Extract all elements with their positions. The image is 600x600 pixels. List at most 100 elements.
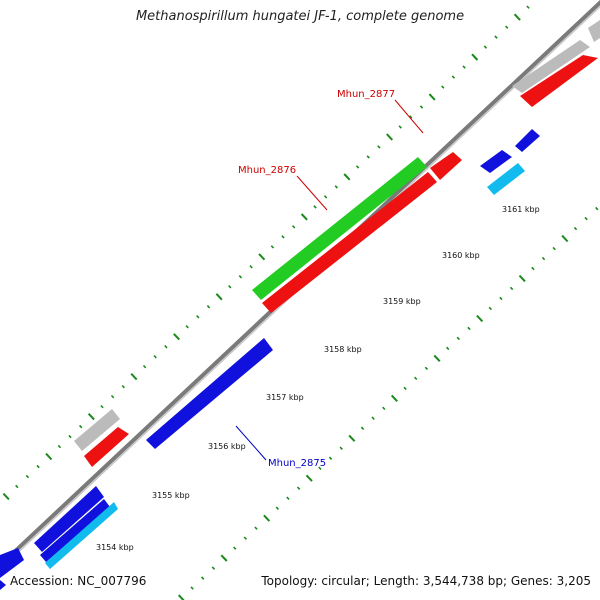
tick-mark — [526, 5, 530, 9]
tick-mark — [377, 145, 381, 149]
red-cds-top-right — [520, 55, 598, 107]
accession-text: Accession: NC_007796 — [10, 574, 147, 588]
tick-mark — [254, 526, 258, 530]
tick-mark — [300, 213, 308, 221]
tick-label-3160: 3160 kbp — [442, 251, 480, 260]
gray-feature-left — [74, 409, 120, 451]
tick-mark — [313, 205, 317, 209]
tick-mark — [334, 185, 338, 189]
tick-mark — [552, 246, 556, 251]
tick-mark — [386, 133, 394, 141]
blue-cds-bottom-left-b — [40, 499, 110, 562]
tick-mark — [499, 296, 503, 301]
tick-mark — [130, 373, 138, 381]
tick-mark — [164, 344, 168, 349]
tick-mark — [45, 452, 53, 461]
tick-mark — [595, 206, 599, 211]
features — [0, 20, 600, 590]
tick-mark — [355, 165, 360, 169]
leader-line-mhun-2875 — [235, 425, 267, 461]
tick-mark — [263, 514, 271, 522]
tick-mark — [185, 325, 189, 329]
tick-mark — [211, 566, 216, 570]
blue-cds-bottom-left — [34, 486, 104, 552]
tick-mark — [153, 354, 157, 359]
tick-mark — [409, 115, 413, 119]
tick-mark — [238, 275, 243, 279]
tick-mark — [541, 256, 546, 261]
blue-cds-corner — [0, 548, 24, 578]
tick-mark — [483, 45, 488, 49]
blue-arrow-corner — [0, 580, 6, 590]
tick-label-3154: 3154 kbp — [96, 543, 134, 552]
tick-label-3155: 3155 kbp — [152, 491, 190, 500]
tick-mark — [518, 274, 526, 283]
gene-labels: Mhun_2877 Mhun_2876 Mhun_2875 — [235, 89, 424, 469]
tick-mark — [467, 326, 471, 331]
tick-mark — [419, 105, 424, 109]
tick-label-3156: 3156 kbp — [208, 442, 246, 451]
tick-mark — [328, 456, 333, 460]
tick-mark — [228, 285, 232, 289]
tick-mark — [79, 424, 83, 429]
tick-mark — [286, 496, 290, 500]
tick-mark — [414, 376, 418, 381]
tick-mark — [233, 546, 237, 550]
tick-mark — [424, 366, 429, 371]
tick-mark — [270, 245, 275, 249]
tick-mark — [305, 474, 313, 482]
tick-mark — [441, 85, 445, 89]
leader-line-mhun-2876 — [296, 175, 328, 211]
tick-mark — [348, 434, 356, 442]
tick-mark — [258, 253, 266, 261]
gene-label-mhun-2875: Mhun_2875 — [268, 458, 326, 469]
map-title: Methanospirillum hungatei JF-1, complete… — [135, 9, 465, 24]
tick-mark — [110, 394, 115, 399]
tick-mark — [531, 266, 535, 271]
tick-mark — [36, 464, 40, 469]
tick-mark — [462, 65, 466, 69]
tick-labels: 3154 kbp 3155 kbp 3156 kbp 3157 kbp 3158… — [96, 205, 540, 552]
cyan-feature-3161 — [487, 163, 525, 195]
topology-text: Topology: circular; Length: 3,544,738 bp… — [261, 574, 591, 588]
tick-mark — [2, 492, 10, 501]
blue-cds-3161b — [515, 129, 540, 152]
tick-mark — [505, 25, 509, 29]
tick-mark — [318, 466, 322, 470]
tick-mark — [296, 486, 301, 490]
tick-mark — [433, 354, 441, 362]
tick-mark — [366, 155, 370, 159]
cyan-feature-bottom-left — [45, 502, 118, 569]
tick-mark — [142, 364, 147, 369]
tick-mark — [339, 446, 343, 450]
green-feature-mhun-2876 — [252, 157, 427, 300]
tick-mark — [343, 173, 351, 181]
tick-label-3159: 3159 kbp — [383, 297, 421, 306]
tick-mark — [382, 406, 386, 411]
tick-tracks — [2, 5, 599, 600]
tick-mark — [15, 484, 19, 489]
tick-mark — [249, 265, 253, 269]
tick-mark — [177, 594, 185, 600]
tick-label-3157: 3157 kbp — [266, 393, 304, 402]
tick-mark — [446, 346, 450, 351]
gene-label-mhun-2877: Mhun_2877 — [337, 89, 395, 100]
tick-mark — [561, 234, 569, 243]
tick-mark — [471, 53, 479, 61]
tick-mark — [451, 75, 456, 79]
tick-mark — [215, 293, 223, 301]
red-cds-left — [84, 427, 129, 467]
gray-feature-top-right — [512, 40, 590, 93]
tick-label-3158: 3158 kbp — [324, 345, 362, 354]
tick-mark — [360, 426, 365, 431]
gene-label-mhun-2876: Mhun_2876 — [238, 165, 296, 176]
tick-mark — [573, 226, 578, 231]
tick-mark — [87, 413, 95, 421]
tick-mark — [488, 306, 492, 311]
tick-mark — [390, 394, 398, 402]
tick-mark — [57, 444, 62, 449]
tick-mark — [398, 125, 402, 129]
tick-mark — [220, 554, 228, 562]
tick-mark — [173, 333, 181, 341]
red-cds-mhun-2876 — [262, 172, 437, 313]
